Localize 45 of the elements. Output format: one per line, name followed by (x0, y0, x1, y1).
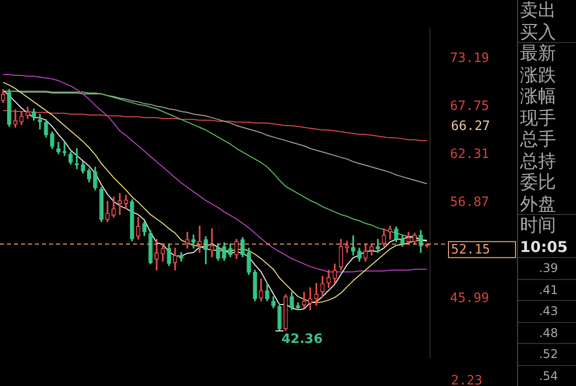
candlestick (204, 236, 208, 264)
candlestick (351, 235, 356, 256)
y-tick-label: 45.99 (450, 290, 490, 306)
candlestick (50, 131, 54, 149)
y-tick-label: 56.87 (450, 194, 490, 210)
candlestick (222, 242, 226, 261)
candlestick (93, 166, 98, 190)
candlestick (418, 230, 423, 253)
text: 涨跌 (519, 64, 557, 86)
candlestick (246, 248, 251, 275)
candlestick (394, 226, 398, 242)
text: 2.23 (451, 373, 482, 386)
text: 委比 (519, 172, 557, 194)
y-tick-label: 67.75 (450, 99, 490, 114)
text: 总手 (519, 129, 557, 150)
annotation: 42.36 (282, 332, 323, 348)
candlestick (118, 193, 122, 215)
text: .54 (518, 366, 576, 386)
text: 买入 (518, 22, 576, 43)
text: .52 (518, 344, 576, 366)
candlestick (308, 287, 312, 310)
y-tick-label: 62.31 (450, 146, 490, 162)
text: .43 (518, 301, 576, 322)
ref-line-label: 52.15 (451, 242, 490, 258)
text: 总持 (519, 150, 557, 172)
text: 涨幅 (519, 86, 557, 108)
y-tick-label: 73.19 (450, 51, 490, 66)
text: .39 (518, 258, 576, 280)
text: .48 (518, 322, 576, 344)
text: 现手 (519, 108, 557, 129)
candlestick (7, 89, 12, 127)
text: 卖出 (519, 0, 557, 22)
text: 外盘 (518, 194, 576, 215)
candlestick (332, 264, 337, 284)
text: 最新 (519, 43, 557, 64)
candlestick (265, 282, 270, 302)
candlestick (136, 216, 140, 240)
text: 时间 (519, 215, 557, 236)
candlestick (290, 292, 294, 310)
candlestick (179, 252, 184, 262)
candlestick (160, 243, 165, 262)
text: 10:05 (518, 236, 576, 258)
text: .41 (518, 280, 576, 301)
text: 66.27 (451, 119, 490, 134)
candlestick (32, 108, 36, 121)
